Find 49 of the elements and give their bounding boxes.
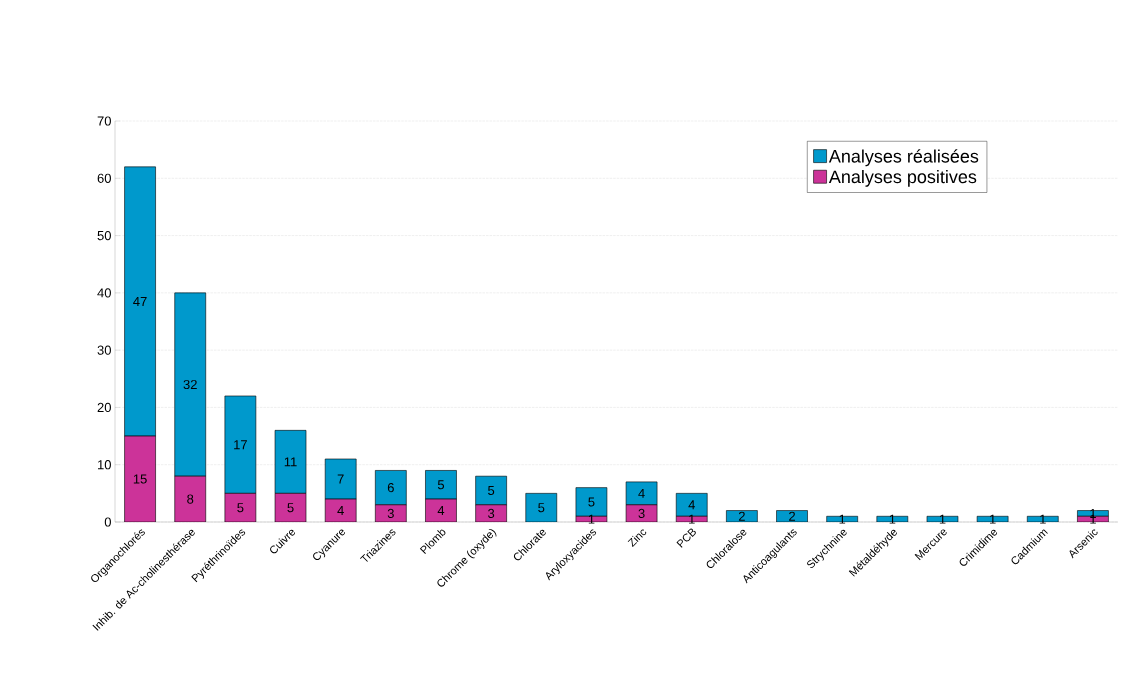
data-label: 1 xyxy=(689,514,695,524)
bar xyxy=(375,470,407,506)
bar xyxy=(274,430,307,494)
data-label: 3 xyxy=(488,508,495,519)
data-label: 5 xyxy=(437,480,445,490)
data-label: 1 xyxy=(989,514,996,524)
data-label: 4 xyxy=(337,506,344,516)
data-label: 7 xyxy=(337,474,344,484)
data-label: 47 xyxy=(133,296,147,306)
data-label: 11 xyxy=(284,457,297,467)
data-label: 32 xyxy=(183,379,197,390)
data-label: 5 xyxy=(588,497,595,507)
y-tick-label: 40 xyxy=(97,288,111,298)
bar xyxy=(124,435,156,522)
bar xyxy=(224,395,257,494)
y-tick-label: 70 xyxy=(97,116,111,126)
data-label: 5 xyxy=(287,503,294,513)
legend-label: Analyses réalisées xyxy=(828,149,979,167)
data-label: 6 xyxy=(387,483,394,493)
y-tick-label: 0 xyxy=(104,517,111,527)
data-label: 2 xyxy=(738,511,745,521)
y-tick-label: 60 xyxy=(97,173,111,183)
data-label: 1 xyxy=(839,514,846,524)
y-tick-label: 10 xyxy=(98,460,111,470)
data-label: 5 xyxy=(538,503,545,513)
data-label: 2 xyxy=(789,511,795,521)
data-label: 17 xyxy=(234,440,247,450)
y-tick-label: 30 xyxy=(97,345,111,355)
legend-label: Analyses positives xyxy=(828,169,977,187)
data-label: 1 xyxy=(889,514,896,524)
data-label: 4 xyxy=(437,506,445,516)
y-tick-label: 20 xyxy=(97,402,111,413)
data-label: 3 xyxy=(387,508,394,519)
data-label: 5 xyxy=(237,503,244,513)
data-label: 5 xyxy=(488,485,495,496)
data-label: 4 xyxy=(638,488,645,498)
data-label: 1 xyxy=(588,514,595,524)
data-label: 15 xyxy=(133,474,147,484)
bar xyxy=(174,475,207,522)
bar xyxy=(124,166,156,437)
data-label: 8 xyxy=(187,494,194,504)
data-label: 4 xyxy=(688,500,695,510)
data-label: 1 xyxy=(1040,514,1046,524)
bar xyxy=(174,292,207,477)
data-label: 1 xyxy=(939,514,946,524)
data-label: 3 xyxy=(638,508,645,519)
x-tick-label: Zinc xyxy=(627,529,647,548)
bar xyxy=(324,458,357,500)
y-tick-label: 50 xyxy=(97,230,111,241)
